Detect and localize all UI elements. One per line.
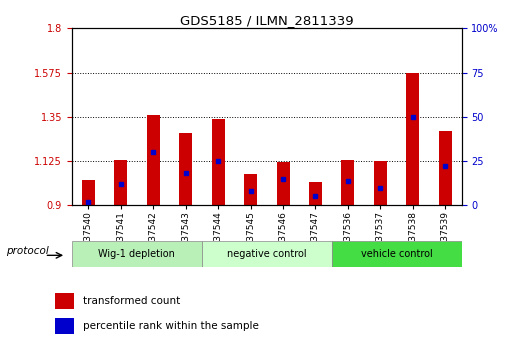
Text: Wig-1 depletion: Wig-1 depletion	[98, 249, 175, 259]
Bar	[332, 241, 462, 267]
Text: negative control: negative control	[227, 249, 307, 259]
Bar	[342, 160, 354, 205]
Bar	[439, 131, 452, 205]
Bar	[202, 241, 332, 267]
Bar	[374, 161, 387, 205]
Bar	[179, 132, 192, 205]
Text: protocol: protocol	[6, 246, 49, 256]
Bar	[211, 119, 225, 205]
Bar	[277, 162, 289, 205]
Bar	[147, 115, 160, 205]
Text: vehicle control: vehicle control	[361, 249, 432, 259]
Bar	[55, 318, 74, 334]
Bar	[406, 73, 420, 205]
Title: GDS5185 / ILMN_2811339: GDS5185 / ILMN_2811339	[180, 14, 353, 27]
Bar	[114, 160, 127, 205]
Bar	[55, 293, 74, 309]
Bar	[309, 182, 322, 205]
Bar	[82, 180, 94, 205]
Text: percentile rank within the sample: percentile rank within the sample	[83, 321, 259, 331]
Bar	[244, 174, 257, 205]
Bar	[72, 241, 202, 267]
Text: transformed count: transformed count	[83, 296, 181, 306]
